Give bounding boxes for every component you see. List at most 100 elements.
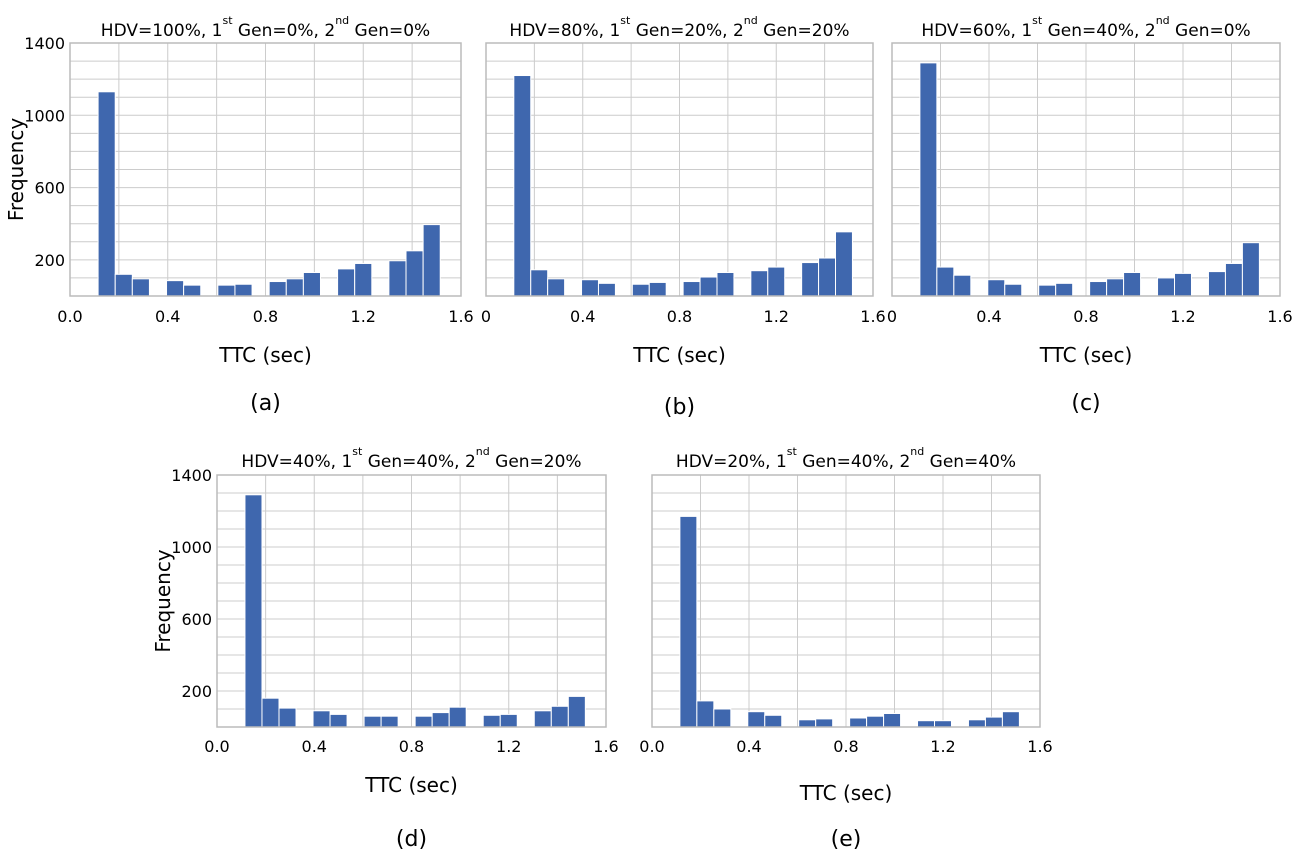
histogram-bar (597, 282, 616, 297)
histogram-bar (801, 262, 820, 297)
chart-title: HDV=100%, 1st Gen=0%, 2nd Gen=0% (101, 14, 430, 41)
histogram-bar (414, 715, 433, 728)
histogram-bar (405, 250, 424, 297)
chart-panel-d: 200 600 1000 1400 0.0 0.4 0.8 1.2 1.6 HDV=40%, 1s… (151, 445, 619, 852)
histogram-bar (244, 494, 263, 728)
y-tick-label: 1400 (171, 466, 212, 485)
x-axis-label: TTC (sec) (799, 781, 893, 805)
y-tick-label: 1000 (24, 106, 65, 125)
x-tick-label: 1.6 (1027, 737, 1052, 756)
x-tick-label: 0.4 (155, 307, 180, 326)
panel-label: (a) (250, 391, 281, 416)
histogram-bar (131, 278, 150, 297)
histogram-bar (166, 280, 185, 297)
histogram-bar (849, 717, 868, 728)
histogram-bar (302, 272, 321, 297)
x-tick-label: 0.8 (667, 307, 692, 326)
histogram-bar (329, 713, 348, 728)
x-tick-label: 1.6 (1267, 307, 1292, 326)
plot-frame (69, 42, 462, 297)
chart-title: HDV=40%, 1st Gen=40%, 2nd Gen=20% (241, 445, 581, 472)
chart-panel-b: 0 0.4 0.8 1.2 1.6 HDV=80%, 1st Gen=20%, 2nd G… (481, 14, 886, 420)
x-tick-label: 1.2 (1170, 307, 1195, 326)
histogram-bar (1055, 282, 1074, 297)
histogram-bar (764, 714, 783, 728)
histogram-bar (984, 716, 1003, 728)
histogram-bar (533, 710, 552, 728)
histogram-bar (547, 278, 566, 297)
x-tick-label: 1.6 (448, 307, 473, 326)
x-axis-label: TTC (sec) (218, 343, 312, 367)
histogram-bar (815, 718, 834, 728)
histogram-bar (278, 707, 297, 728)
plot-frame (891, 42, 1281, 297)
panel-label: (c) (1071, 391, 1100, 416)
histogram-bar (682, 281, 701, 297)
histogram-bar (217, 284, 236, 297)
histogram-bar (696, 700, 715, 728)
x-tick-label: 0 (481, 307, 491, 326)
x-tick-label: 0.4 (736, 737, 761, 756)
y-tick-label: 200 (34, 251, 65, 270)
histogram-bar (1207, 271, 1226, 297)
histogram-bar (312, 710, 331, 728)
histogram-bar (431, 712, 450, 728)
histogram-bar (285, 278, 304, 297)
y-tick-label: 1000 (171, 538, 212, 557)
histogram-bar (747, 711, 766, 728)
histogram-bar (679, 515, 698, 728)
histogram-bar (380, 715, 399, 728)
histogram-bar (1174, 272, 1192, 297)
x-axis-label: TTC (sec) (364, 773, 458, 797)
histogram-bar (936, 266, 955, 297)
histogram-bar (567, 695, 586, 728)
histogram-bar (1004, 283, 1023, 297)
histogram-bar (1224, 262, 1243, 297)
plot-frame (651, 474, 1041, 728)
histogram-bar (987, 279, 1006, 297)
chart-title: HDV=80%, 1st Gen=20%, 2nd Gen=20% (509, 14, 849, 41)
x-tick-label: 1.2 (351, 307, 376, 326)
x-tick-label: 0.8 (1073, 307, 1098, 326)
histogram-bar (953, 274, 972, 297)
x-tick-label: 0.8 (399, 737, 424, 756)
histogram-bar (713, 708, 732, 728)
histogram-bar (934, 720, 952, 728)
histogram-bar (967, 719, 986, 728)
panel-label: (d) (396, 827, 427, 852)
histogram-bar (1001, 711, 1020, 728)
histogram-bar (835, 231, 853, 297)
histogram-bar (1241, 242, 1260, 297)
y-tick-label: 600 (34, 179, 65, 198)
x-tick-label: 1.6 (860, 307, 885, 326)
histogram-bar (183, 284, 202, 297)
chart-panel-c: 0 0.4 0.8 1.2 1.6 HDV=60%, 1st Gen=40%, 2nd G… (887, 14, 1293, 416)
x-tick-label: 1.2 (764, 307, 789, 326)
x-tick-label: 0.4 (570, 307, 595, 326)
x-tick-label: 0.8 (253, 307, 278, 326)
panel-label: (b) (664, 395, 695, 420)
x-tick-label: 1.2 (930, 737, 955, 756)
y-axis-label: Frequency (4, 118, 28, 221)
histogram-bar (97, 91, 116, 297)
histogram-bar (1123, 272, 1142, 297)
histogram-bar (337, 268, 356, 297)
histogram-bar (917, 720, 936, 728)
histogram-bar (550, 705, 569, 728)
chart-panel-e: 0.0 0.4 0.8 1.2 1.6 HDV=20%, 1st Gen=40%, 2nd… (639, 445, 1052, 852)
histogram-bar (422, 224, 441, 297)
histogram-bar (1106, 278, 1125, 297)
x-tick-label: 0 (887, 307, 897, 326)
chart-panel-a: 200 600 1000 1400 0.0 0.4 0.8 1.2 1.6 HDV=100%, 1… (4, 14, 474, 416)
histogram-bar (234, 283, 253, 297)
histogram-bar (750, 270, 769, 297)
histogram-bar (716, 272, 735, 297)
histogram-bar (866, 715, 885, 728)
x-tick-label: 0.4 (976, 307, 1001, 326)
y-tick-label: 1400 (24, 34, 65, 53)
histogram-bar (919, 62, 938, 297)
histogram-bar (354, 262, 373, 297)
histogram-bar (648, 281, 667, 297)
